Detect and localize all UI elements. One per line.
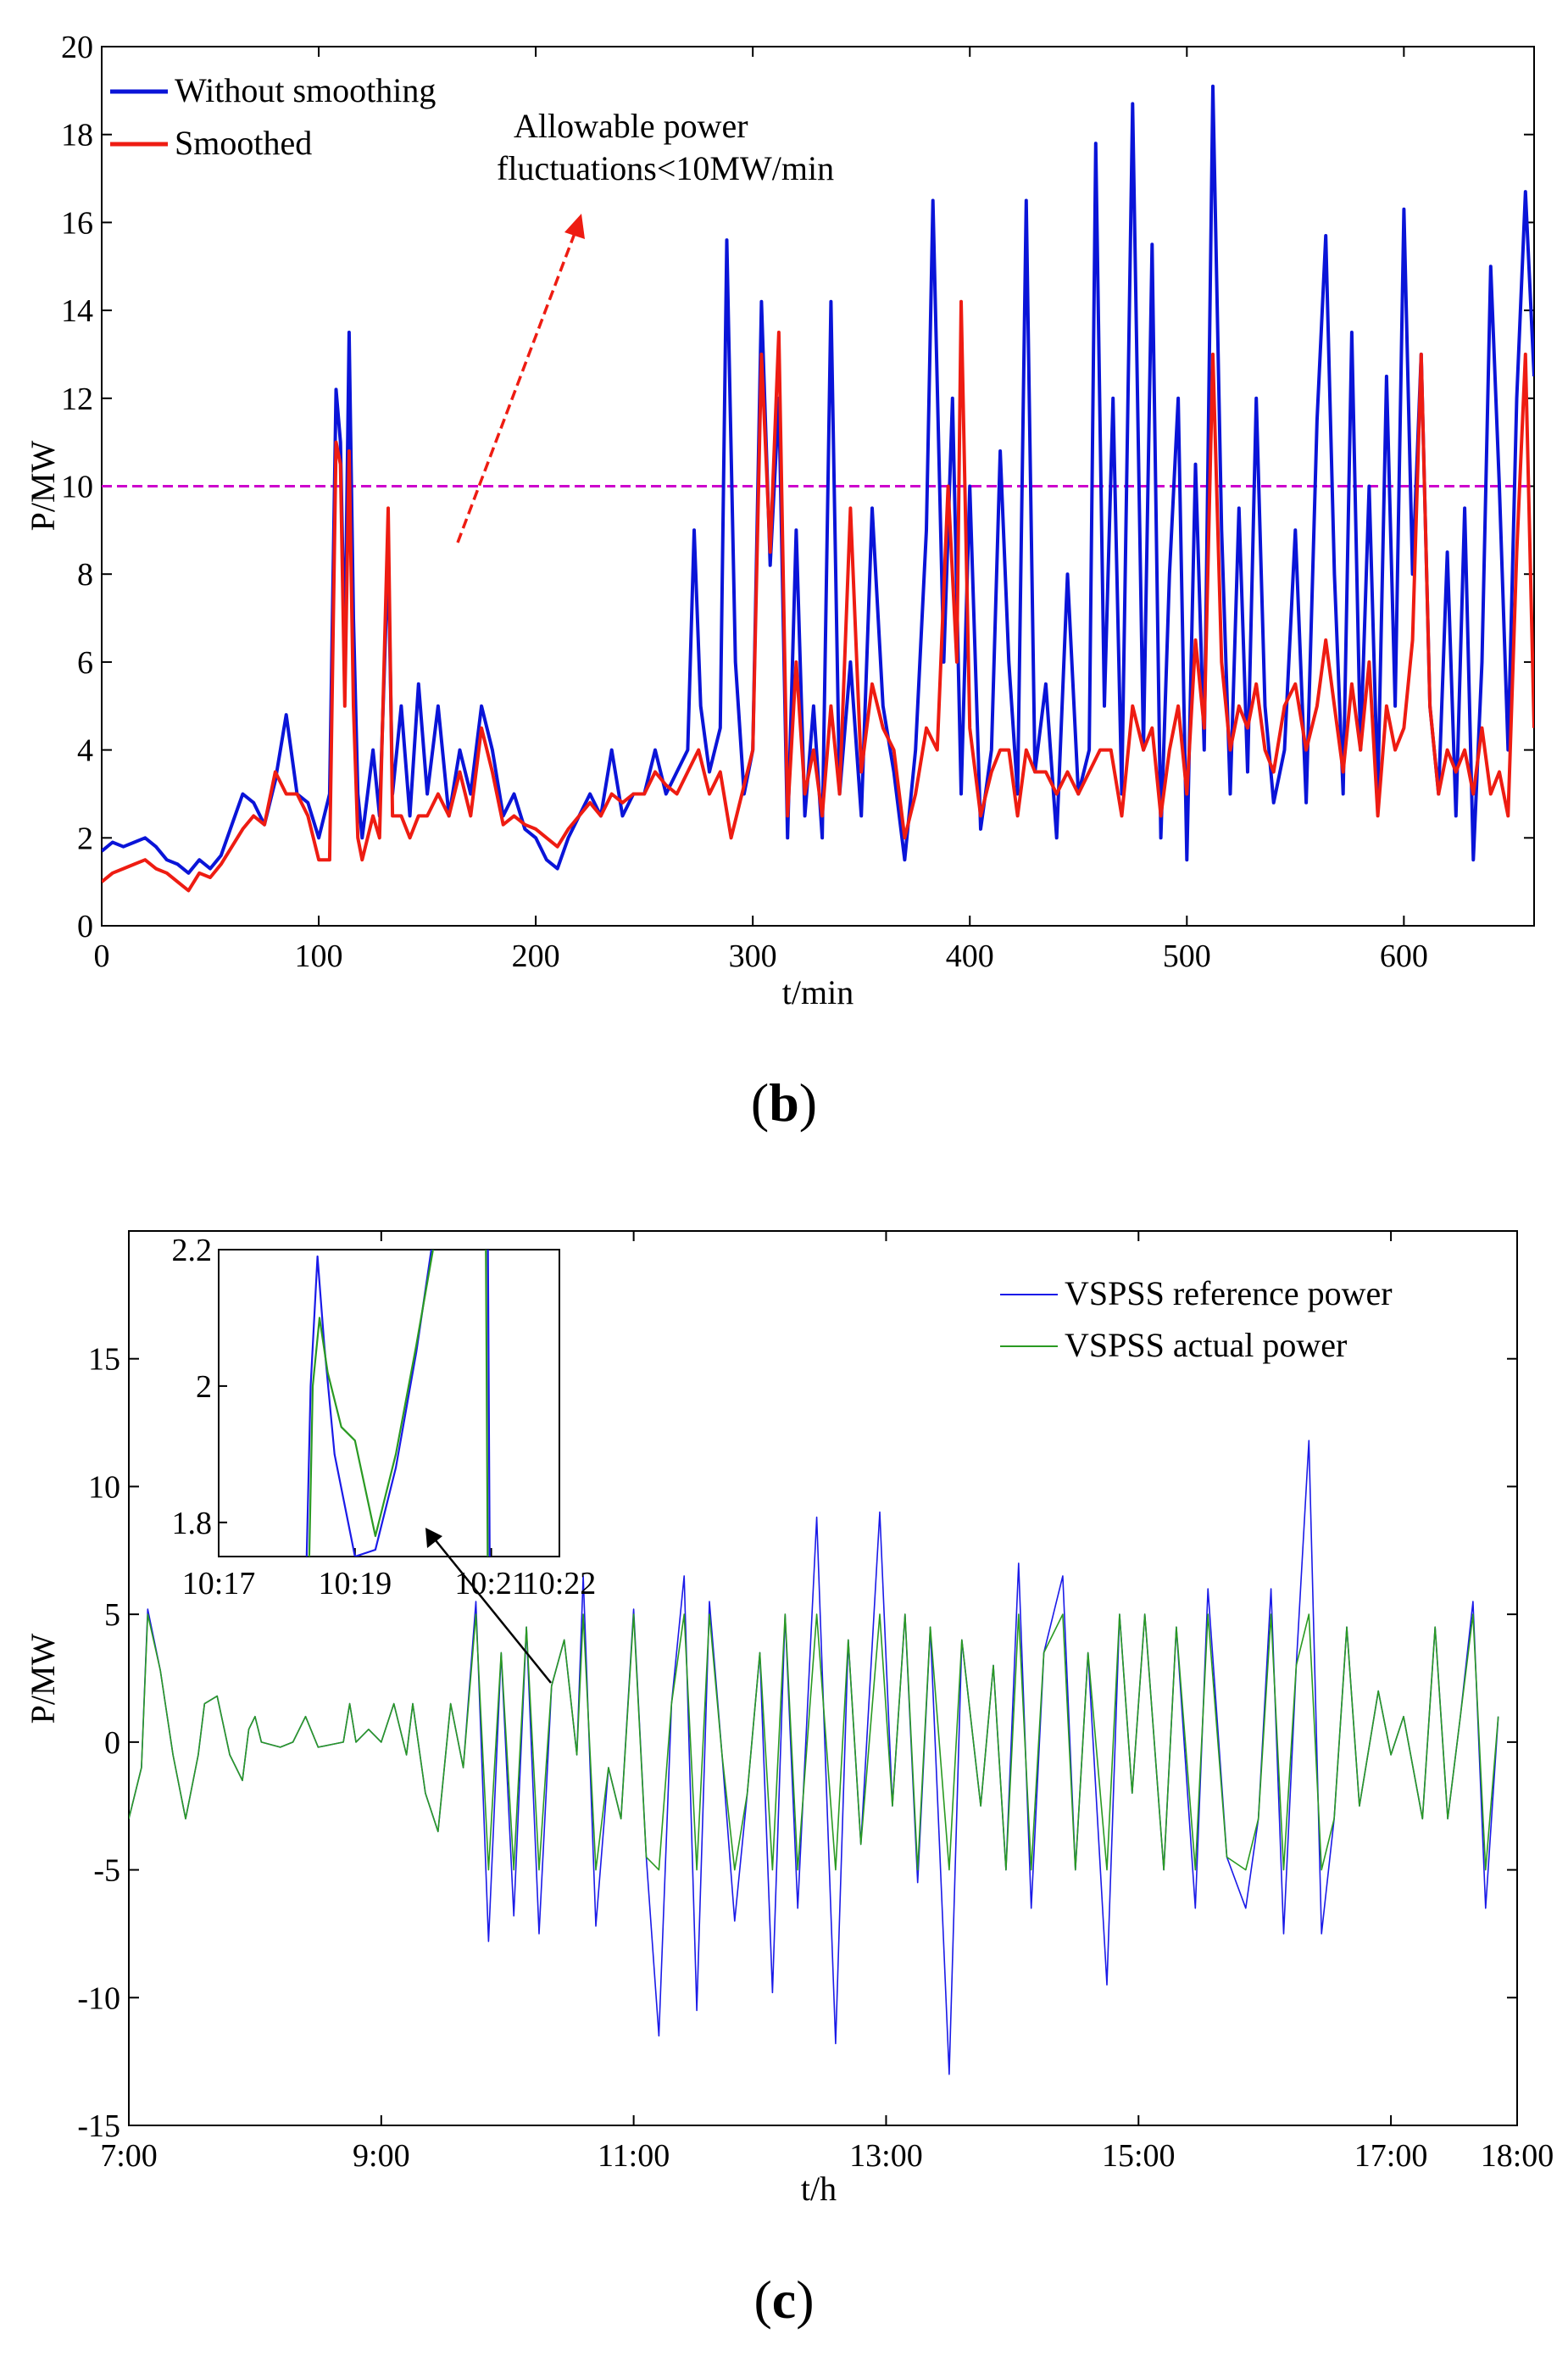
- y-tick-label: 8: [77, 557, 93, 593]
- y-tick-label: -10: [77, 1980, 120, 2016]
- x-tick-label: 300: [729, 939, 777, 974]
- inset-pointer-arrow: [431, 1535, 552, 1684]
- panel-c: 7:00 9:00 11:00 13:00 15:00 17:00 18:00 -15 -10 -…: [24, 1230, 1554, 2330]
- inset-y-tick-label: 2: [196, 1369, 212, 1405]
- x-tick-label: 18:00: [1481, 2138, 1554, 2174]
- y-tick-label: 12: [61, 382, 93, 417]
- y-tick-label: 16: [61, 205, 93, 241]
- x-tick-label: 400: [946, 939, 994, 974]
- legend-label-without-smoothing: Without smoothing: [175, 71, 436, 109]
- y-tick-label: -15: [77, 2108, 120, 2144]
- y-tick-label: 18: [61, 118, 93, 153]
- annotation-arrow-head: [564, 214, 585, 239]
- panel-c-legend: VSPSS reference power VSPSS actual power: [1000, 1274, 1393, 1364]
- inset-series-line-vspss-actual-power: [308, 1250, 489, 1557]
- panel-c-y-axis-label: P/MW: [24, 1633, 62, 1724]
- panel-b-letter: b: [769, 1072, 799, 1133]
- y-tick-label: 15: [88, 1342, 120, 1378]
- y-tick-label: 0: [77, 909, 93, 944]
- panel-c-letter: c: [772, 2270, 796, 2330]
- series-line-vspss-actual-power: [129, 1613, 1499, 1871]
- inset-x-tick-label: 10:21: [454, 1566, 528, 1601]
- inset-x-tick-label: 10:17: [182, 1566, 256, 1601]
- inset-series: [305, 1250, 491, 1557]
- x-tick-label: 500: [1163, 939, 1211, 974]
- panel-c-ticks: 7:00 9:00 11:00 13:00 15:00 17:00 18:00 -15 -10 -…: [77, 1231, 1554, 2174]
- inset-series-line-vspss-reference-power: [305, 1250, 491, 1557]
- inset-x-tick-label: 10:19: [319, 1566, 392, 1601]
- x-tick-label: 15:00: [1102, 2138, 1176, 2174]
- panel-b-annotation: Allowable power fluctuations<10MW/min: [456, 107, 834, 543]
- x-tick-label: 9:00: [353, 2138, 410, 2174]
- panel-c-x-axis-label: t/h: [801, 2169, 837, 2208]
- x-tick-label: 0: [94, 939, 110, 974]
- inset-x-tick-label: 10:22: [523, 1566, 597, 1601]
- x-tick-label: 100: [295, 939, 343, 974]
- x-tick-label: 17:00: [1354, 2138, 1428, 2174]
- panel-b: 0 100 200 300 400 500 600 0 2 4 6 8 10 12 14 16 18 20 Wit…: [24, 30, 1535, 1133]
- annotation-line-2: fluctuations<10MW/min: [497, 149, 834, 187]
- y-tick-label: 0: [104, 1725, 120, 1761]
- y-tick-label: 2: [77, 821, 93, 856]
- y-tick-label: 4: [77, 733, 93, 769]
- panel-b-series: [102, 84, 1534, 893]
- panel-b-x-axis-label: t/min: [782, 973, 854, 1011]
- legend-label-smoothed: Smoothed: [175, 124, 312, 162]
- inset-y-tick-label: 1.8: [172, 1506, 213, 1541]
- y-tick-label: 14: [61, 293, 93, 329]
- panel-b-label: (b): [751, 1072, 817, 1133]
- inset-y-tick-label: 2.2: [172, 1233, 213, 1268]
- panel-b-legend: Without smoothing Smoothed: [110, 71, 436, 162]
- x-tick-label: 7:00: [100, 2138, 158, 2174]
- panel-b-ticks: 0 100 200 300 400 500 600 0 2 4 6 8 10 12 14 16 18 20: [61, 30, 1534, 974]
- y-tick-label: 20: [61, 30, 93, 65]
- y-tick-label: 5: [104, 1597, 120, 1633]
- x-tick-label: 600: [1380, 939, 1428, 974]
- y-tick-label: 10: [61, 470, 93, 505]
- panel-c-label: (c): [753, 2270, 814, 2330]
- x-tick-label: 200: [512, 939, 560, 974]
- inset-pointer-arrow-head: [425, 1528, 442, 1548]
- annotation-line-1: Allowable power: [514, 107, 748, 145]
- series-line-without-smoothing: [102, 84, 1534, 875]
- panel-c-plot-frame: [128, 1230, 1518, 2126]
- y-tick-label: 10: [88, 1469, 120, 1505]
- legend-label-actual-power: VSPSS actual power: [1065, 1326, 1347, 1364]
- legend-label-reference-power: VSPSS reference power: [1065, 1274, 1393, 1312]
- x-tick-label: 11:00: [598, 2138, 670, 2174]
- panel-b-y-axis-label: P/MW: [24, 440, 62, 531]
- annotation-arrow-shaft: [456, 228, 578, 543]
- y-tick-label: -5: [93, 1853, 120, 1889]
- y-tick-label: 6: [77, 645, 93, 681]
- panel-c-series: [129, 1440, 1499, 2075]
- series-line-smoothed: [102, 299, 1534, 893]
- x-tick-label: 13:00: [849, 2138, 923, 2174]
- inset-frame: [218, 1249, 560, 1557]
